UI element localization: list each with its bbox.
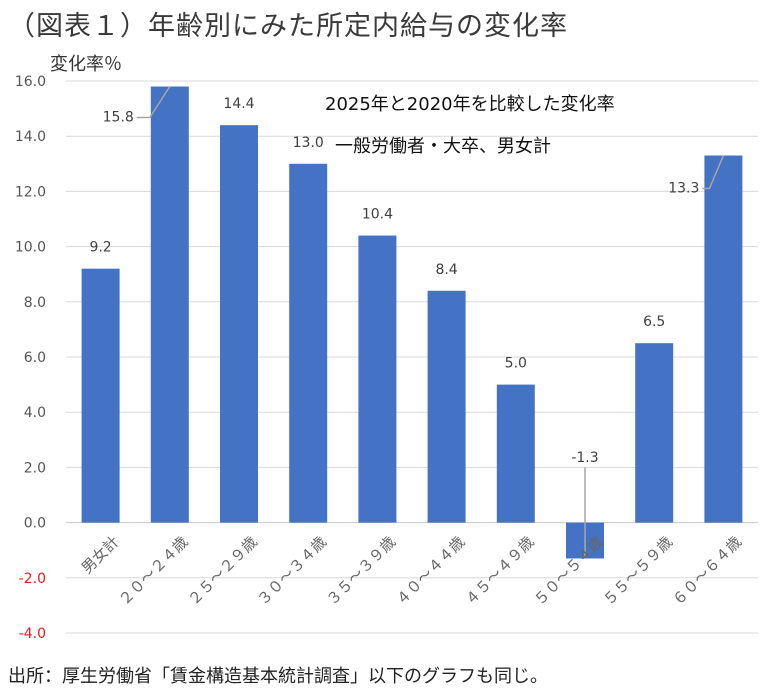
category-label: ３０～３４歳	[254, 533, 330, 609]
bars	[81, 86, 743, 559]
y-tick-label: 6.0	[24, 350, 46, 366]
leader-line	[136, 86, 171, 119]
category-label: ２０～２４歳	[115, 533, 191, 609]
bar	[704, 155, 743, 523]
bar	[289, 163, 328, 523]
bar	[496, 384, 535, 523]
bar	[81, 268, 120, 523]
bar	[150, 86, 189, 523]
y-tick-labels: 16.0 14.0 12.0 10.0 8.0 6.0 4.0 2.0 0.0 -2.0 -4.0	[15, 74, 46, 642]
annotation-line-2: 一般労働者・大卒、男女計	[335, 136, 551, 157]
bar	[220, 125, 258, 523]
y-tick-label: 14.0	[15, 129, 46, 145]
category-label: ４０～４４歳	[392, 533, 468, 609]
y-tick-label: 8.0	[24, 295, 46, 311]
category-label: ３５～３９歳	[323, 533, 399, 609]
category-label: 男女計	[78, 533, 123, 578]
source-note: 出所：厚生労働省「賃金構造基本統計調査」以下のグラフも同じ。	[8, 666, 548, 687]
y-axis-label: 変化率％	[50, 54, 122, 75]
data-label: -1.3	[571, 450, 598, 466]
data-label: 8.4	[435, 262, 457, 278]
y-tick-label: 12.0	[15, 184, 46, 200]
bar	[358, 235, 397, 523]
category-label: ５５～５９歳	[600, 533, 676, 609]
y-tick-label: 0.0	[24, 516, 46, 532]
y-tick-label: 2.0	[24, 460, 46, 476]
category-label: ２５～２９歳	[184, 533, 260, 609]
y-tick-label: -4.0	[19, 626, 46, 642]
y-tick-label: -2.0	[19, 571, 46, 587]
data-label: 9.2	[89, 240, 111, 256]
data-label: 15.8	[103, 110, 134, 126]
leader-lines	[136, 86, 725, 557]
data-label: 10.4	[362, 207, 393, 223]
chart-title: （図表１）年齢別にみた所定内給与の変化率	[8, 11, 568, 42]
data-label: 5.0	[505, 356, 527, 372]
annotation-line-1: 2025年と2020年を比較した変化率	[325, 94, 615, 115]
data-label: 6.5	[643, 314, 665, 330]
y-tick-label: 10.0	[15, 240, 46, 256]
data-labels: 9.2 15.8 14.4 13.0 10.4 8.4 5.0 -1.3 6.5 13.3	[89, 96, 699, 466]
data-label: 13.3	[668, 181, 699, 197]
bar	[427, 290, 466, 523]
y-tick-label: 4.0	[24, 405, 46, 421]
bar	[635, 343, 674, 523]
category-label: ６０～６４歳	[669, 533, 745, 609]
category-label: ４５～４９歳	[461, 533, 537, 609]
data-label: 14.4	[223, 96, 254, 112]
y-tick-label: 16.0	[15, 74, 46, 90]
leader-line	[702, 155, 725, 190]
data-label: 13.0	[293, 135, 324, 151]
